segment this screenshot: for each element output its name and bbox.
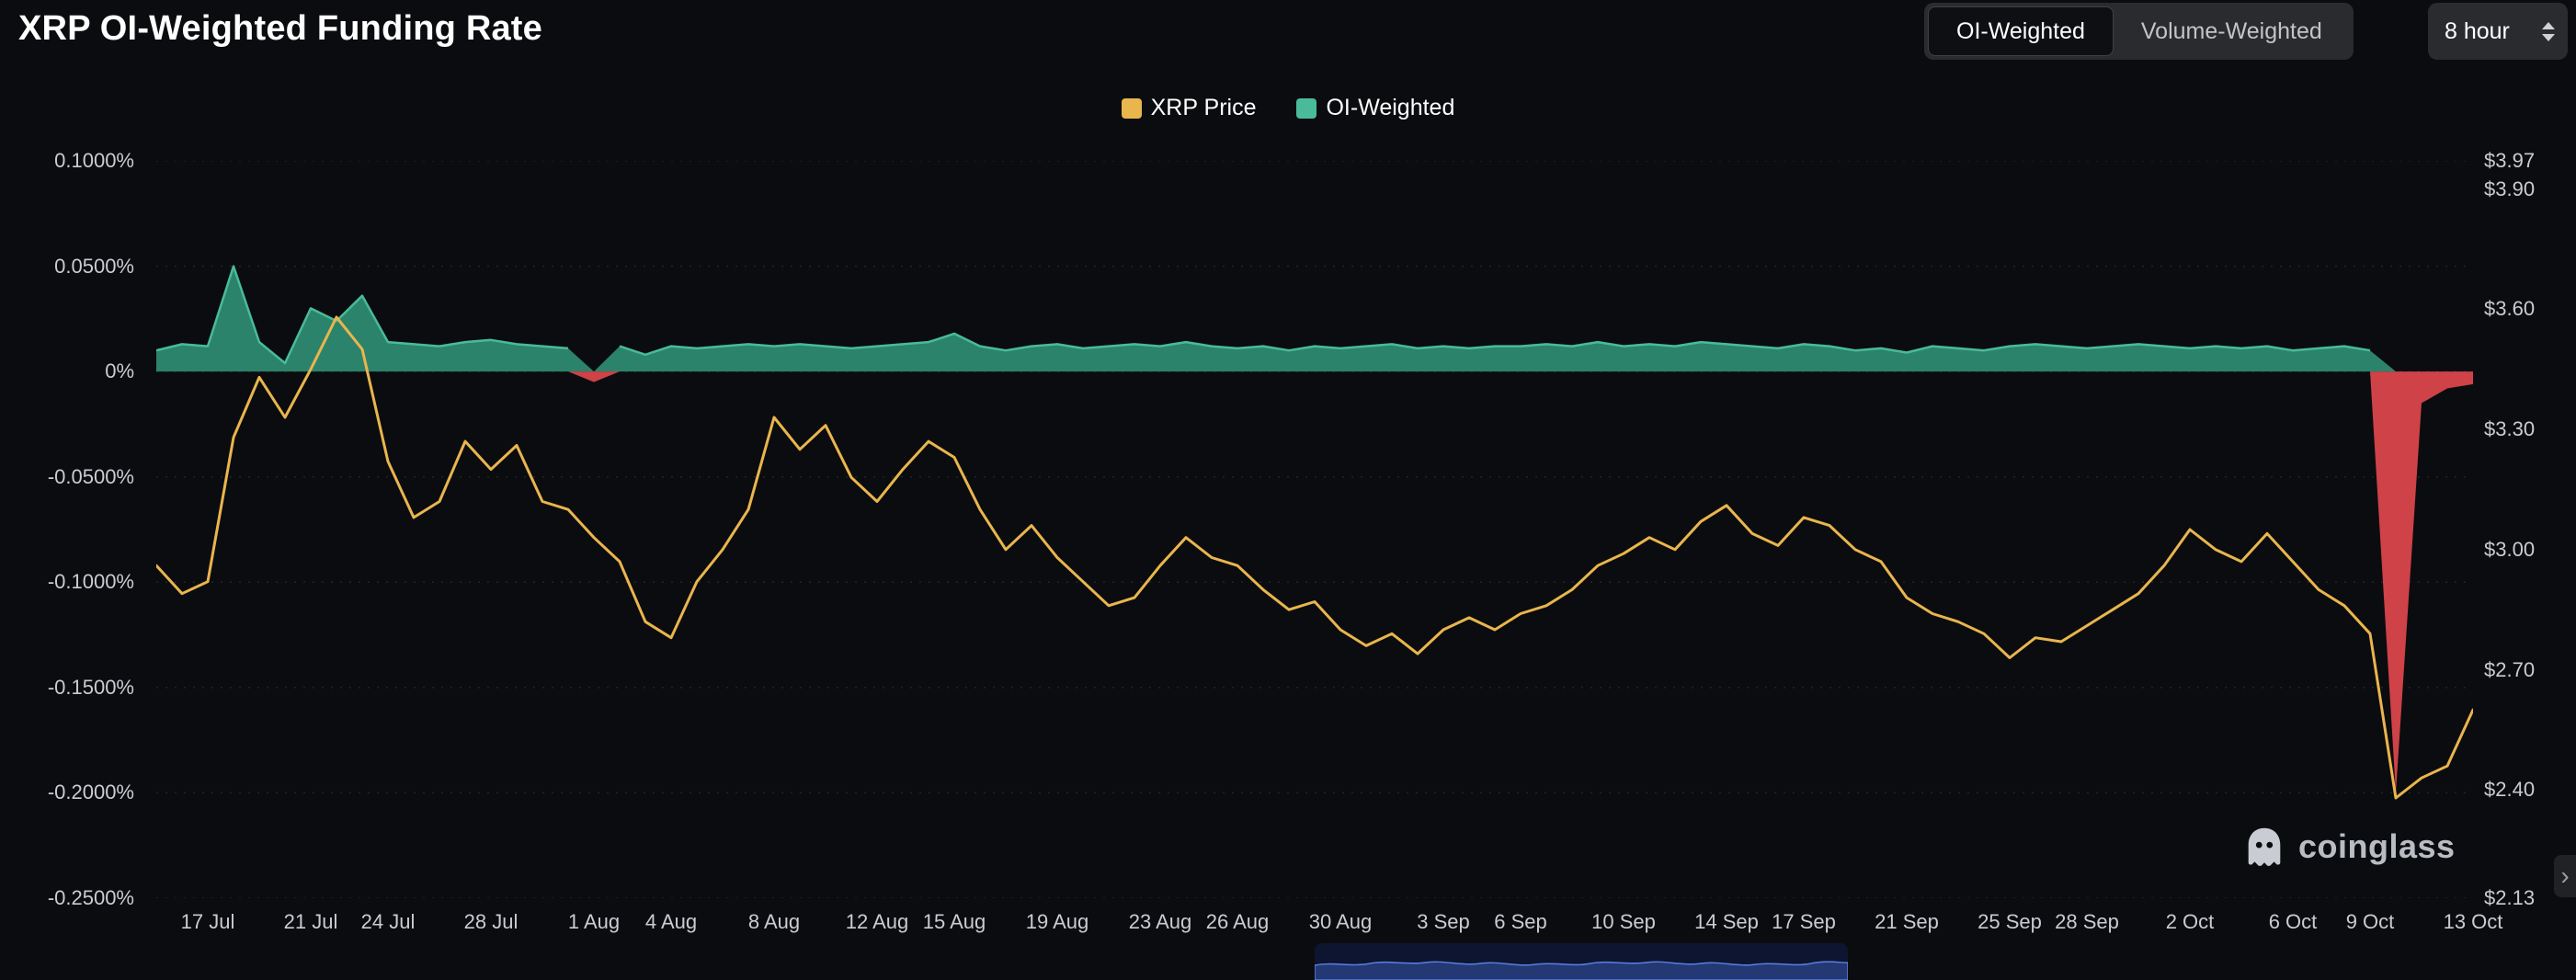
legend-item-oi-weighted[interactable]: OI-Weighted bbox=[1296, 95, 1454, 121]
ytick-label: -0.2500% bbox=[47, 886, 134, 909]
chevron-right-icon: › bbox=[2560, 861, 2570, 890]
interval-select[interactable]: 8 hour bbox=[2428, 3, 2568, 60]
xtick-label: 24 Jul bbox=[360, 910, 416, 933]
xtick-label: 3 Sep bbox=[1417, 910, 1470, 933]
oi-weighted-swatch bbox=[1296, 97, 1317, 119]
xtick-label: 4 Aug bbox=[644, 910, 698, 933]
tab-volume-weighted[interactable]: Volume-Weighted bbox=[2114, 6, 2350, 56]
ytick-label: -0.1500% bbox=[47, 675, 134, 699]
ytick-label: $2.40 bbox=[2484, 778, 2536, 802]
ytick-label: -0.2000% bbox=[47, 781, 134, 804]
stepper-icon bbox=[2542, 21, 2555, 41]
xtick-label: 23 Aug bbox=[1128, 910, 1192, 933]
ytick-label: $3.97 bbox=[2484, 149, 2536, 172]
ytick-label: $3.00 bbox=[2484, 537, 2536, 561]
interval-value: 8 hour bbox=[2445, 17, 2510, 44]
xtick-label: 9 Oct bbox=[2345, 910, 2395, 933]
expand-panel-button[interactable]: › bbox=[2554, 855, 2576, 897]
ytick-label: $2.13 bbox=[2484, 886, 2536, 909]
x-axis: 17 Jul 21 Jul 24 Jul 28 Jul 1 Aug 4 Aug 8 Aug 1… bbox=[0, 910, 2576, 936]
xtick-label: 8 Aug bbox=[747, 910, 801, 933]
xtick-label: 21 Sep bbox=[1875, 910, 1939, 933]
ytick-label: 0.0500% bbox=[54, 254, 134, 278]
coinglass-logo-icon bbox=[2248, 827, 2281, 866]
ytick-label: $3.90 bbox=[2484, 177, 2536, 200]
weighting-toggle: OI-Weighted Volume-Weighted bbox=[1924, 3, 2354, 60]
xtick-label: 2 Oct bbox=[2165, 910, 2215, 933]
ytick-label: 0.1000% bbox=[54, 149, 134, 172]
xtick-label: 10 Sep bbox=[1591, 910, 1656, 933]
page-title: XRP OI-Weighted Funding Rate bbox=[18, 9, 542, 48]
y-axis-left: 0.1000% 0.0500% 0% -0.0500% -0.1000% -0.1500%… bbox=[0, 149, 145, 909]
coinglass-watermark: coinglass bbox=[2241, 824, 2456, 870]
y-axis-right: $3.97 $3.90 $3.60 $3.30 $3.00 $2.70 $2.40 $2.13 bbox=[2484, 149, 2576, 909]
xtick-label: 6 Oct bbox=[2268, 910, 2318, 933]
xtick-label: 12 Aug bbox=[845, 910, 909, 933]
ytick-label: -0.0500% bbox=[47, 464, 134, 488]
ytick-label: $3.30 bbox=[2484, 417, 2536, 441]
xtick-label: 17 Sep bbox=[1772, 910, 1836, 933]
ytick-label: -0.1000% bbox=[47, 570, 134, 594]
ytick-label: $3.60 bbox=[2484, 297, 2536, 321]
minimap-nav[interactable] bbox=[1315, 943, 1848, 980]
xtick-label: 21 Jul bbox=[283, 910, 338, 933]
xtick-label: 1 Aug bbox=[567, 910, 621, 933]
chart-plot[interactable] bbox=[156, 161, 2473, 898]
coinglass-logo-text: coinglass bbox=[2298, 827, 2456, 865]
minimap-wave bbox=[1315, 961, 1848, 980]
xtick-label: 28 Sep bbox=[2055, 910, 2119, 933]
legend-label-oi-weighted: OI-Weighted bbox=[1326, 95, 1455, 120]
xtick-label: 17 Jul bbox=[180, 910, 235, 933]
chart-legend: XRP Price OI-Weighted bbox=[0, 95, 2576, 121]
xtick-label: 26 Aug bbox=[1205, 910, 1270, 933]
xtick-label: 25 Sep bbox=[1978, 910, 2042, 933]
xtick-label: 19 Aug bbox=[1025, 910, 1089, 933]
xtick-label: 15 Aug bbox=[922, 910, 986, 933]
xtick-label: 14 Sep bbox=[1694, 910, 1759, 933]
tab-oi-weighted[interactable]: OI-Weighted bbox=[1928, 6, 2114, 56]
ytick-label: 0% bbox=[105, 359, 134, 383]
xtick-label: 28 Jul bbox=[463, 910, 519, 933]
xrp-price-swatch bbox=[1121, 97, 1142, 119]
ytick-label: $2.70 bbox=[2484, 657, 2536, 681]
xtick-label: 13 Oct bbox=[2443, 910, 2503, 933]
legend-item-xrp-price[interactable]: XRP Price bbox=[1121, 95, 1257, 121]
xtick-label: 30 Aug bbox=[1308, 910, 1373, 933]
legend-label-xrp-price: XRP Price bbox=[1150, 95, 1257, 120]
xtick-label: 6 Sep bbox=[1494, 910, 1547, 933]
